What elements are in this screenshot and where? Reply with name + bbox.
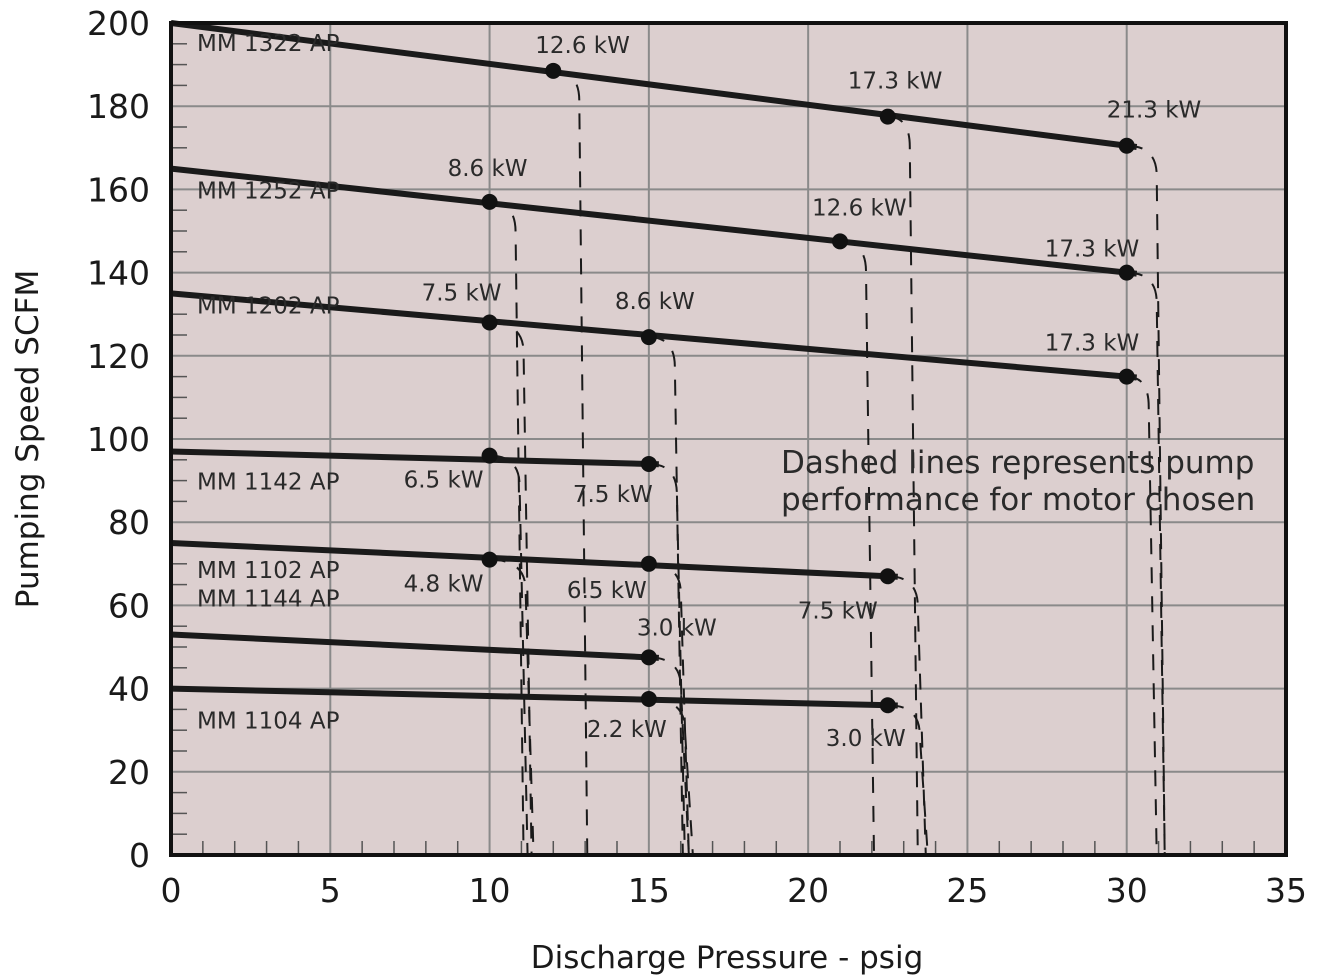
series-name-label: MM 1142 AP <box>197 469 340 495</box>
series-name-label: MM 1322 AP <box>197 31 340 57</box>
operating-point <box>640 649 657 666</box>
plot-frame <box>169 21 1288 857</box>
series-name-label: MM 1202 AP <box>197 293 340 319</box>
kw-label: 12.6 kW <box>535 33 630 59</box>
series-name-label: MM 1144 AP <box>197 587 340 613</box>
kw-label: 7.5 kW <box>422 281 502 307</box>
y-tick-label: 40 <box>108 670 150 709</box>
operating-point <box>640 329 657 346</box>
y-tick-label: 20 <box>108 753 150 792</box>
y-tick-label: 80 <box>108 503 150 542</box>
operating-point <box>879 697 896 714</box>
y-axis-tick-labels: 0 20 40 60 80 100 120 140 160 180 200 <box>87 4 150 875</box>
kw-label: 7.5 kW <box>798 598 878 624</box>
kw-label: 7.5 kW <box>573 482 653 508</box>
kw-label: 8.6 kW <box>615 289 695 315</box>
operating-point <box>1118 137 1135 154</box>
grid-lines <box>171 23 1286 855</box>
x-axis-tick-labels: 0 5 10 15 20 25 30 35 <box>161 871 1308 910</box>
x-tick-label: 20 <box>787 871 829 910</box>
y-tick-label: 0 <box>129 836 150 875</box>
series-name-labels: MM 1322 AP MM 1252 AP MM 1202 AP MM 1142 AP… <box>197 31 340 735</box>
kw-label: 17.3 kW <box>1045 237 1140 263</box>
y-tick-label: 180 <box>87 87 150 126</box>
y-tick-label: 160 <box>87 170 150 209</box>
operating-point <box>1118 264 1135 281</box>
operating-point <box>481 314 498 331</box>
series-name-label: MM 1252 AP <box>197 179 340 205</box>
x-tick-label: 15 <box>628 871 670 910</box>
note-line-1: Dashed lines represents pump <box>781 445 1254 481</box>
y-tick-label: 140 <box>87 254 150 293</box>
operating-point <box>545 62 562 79</box>
kw-label: 6.5 kW <box>404 468 484 494</box>
x-tick-label: 25 <box>946 871 988 910</box>
x-tick-label: 10 <box>469 871 511 910</box>
operating-point <box>640 555 657 572</box>
series-name-label: MM 1102 AP <box>197 558 340 584</box>
series-line <box>170 631 660 661</box>
kw-labels: 12.6 kW 17.3 kW 21.3 kW 8.6 kW 12.6 kW 17.3 k… <box>404 33 1202 752</box>
operating-point <box>879 108 896 125</box>
series-line <box>170 540 898 580</box>
operating-point <box>481 193 498 210</box>
operating-point <box>481 551 498 568</box>
kw-label: 17.3 kW <box>848 69 943 95</box>
series-line <box>170 20 1138 150</box>
x-axis-title: Discharge Pressure - psig <box>531 940 924 976</box>
series-line <box>170 685 898 709</box>
kw-label: 8.6 kW <box>448 156 528 182</box>
x-tick-label: 5 <box>320 871 341 910</box>
series-name-label: MM 1104 AP <box>197 709 340 735</box>
operating-point <box>1118 368 1135 385</box>
kw-label: 21.3 kW <box>1107 98 1202 124</box>
y-tick-label: 200 <box>87 4 150 43</box>
operating-point <box>640 691 657 707</box>
note-line-2: performance for motor chosen <box>781 482 1255 518</box>
kw-label: 17.3 kW <box>1045 331 1140 357</box>
x-tick-label: 0 <box>161 871 182 910</box>
series-line <box>170 165 1138 277</box>
kw-label: 4.8 kW <box>404 572 484 598</box>
x-tick-label: 35 <box>1265 871 1307 910</box>
kw-label: 6.5 kW <box>567 578 647 604</box>
y-tick-label: 120 <box>87 337 150 376</box>
series-line <box>170 448 659 468</box>
kw-label: 2.2 kW <box>587 717 667 743</box>
kw-label: 12.6 kW <box>812 195 907 221</box>
kw-label: 3.0 kW <box>637 615 717 641</box>
operating-point-markers <box>481 62 1135 714</box>
y-axis-title: Pumping Speed SCFM <box>10 270 46 608</box>
operating-point <box>481 447 498 464</box>
operating-point <box>640 455 657 472</box>
operating-point <box>879 568 896 585</box>
kw-label: 3.0 kW <box>826 726 906 752</box>
y-tick-label: 100 <box>87 420 150 459</box>
operating-point <box>832 233 848 250</box>
y-tick-label: 60 <box>108 586 150 625</box>
x-tick-label: 30 <box>1106 871 1148 910</box>
